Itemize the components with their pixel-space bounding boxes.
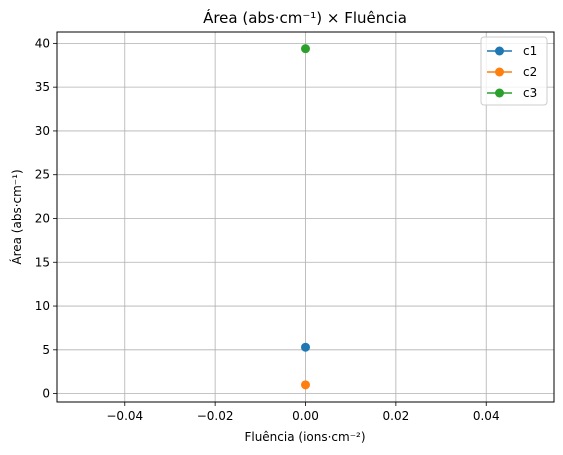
y-tick-label: 30 bbox=[35, 124, 50, 138]
x-tick-label: −0.04 bbox=[106, 409, 143, 423]
legend-marker bbox=[495, 88, 504, 98]
series-layer bbox=[301, 44, 310, 390]
data-point-c2 bbox=[301, 380, 310, 390]
y-tick-label: 5 bbox=[42, 343, 50, 357]
y-tick-label: 35 bbox=[35, 80, 50, 94]
data-point-c3 bbox=[301, 44, 310, 54]
legend-marker bbox=[495, 46, 504, 56]
legend-entry-c1: c1 bbox=[487, 44, 537, 58]
y-axis-label: Área (abs·cm⁻¹) bbox=[9, 169, 24, 264]
y-tick-label: 0 bbox=[42, 387, 50, 401]
x-tick-label: 0.00 bbox=[292, 409, 319, 423]
x-tick-label: −0.02 bbox=[197, 409, 234, 423]
legend-label: c1 bbox=[523, 44, 537, 58]
y-tick-label: 20 bbox=[35, 211, 50, 225]
legend-entry-c3: c3 bbox=[487, 86, 537, 100]
x-axis-label: Fluência (ions·cm⁻²) bbox=[244, 430, 365, 444]
y-tick-label: 25 bbox=[35, 168, 50, 182]
y-tick-label: 15 bbox=[35, 255, 50, 269]
legend: c1 c2 c3 bbox=[480, 36, 548, 106]
y-tick-label: 40 bbox=[35, 36, 50, 50]
x-tick-label: 0.04 bbox=[473, 409, 500, 423]
legend-marker bbox=[495, 67, 504, 77]
y-tick-label: 10 bbox=[35, 299, 50, 313]
grid bbox=[57, 32, 554, 402]
series-c2 bbox=[301, 380, 310, 390]
legend-label: c2 bbox=[523, 65, 537, 79]
legend-label: c3 bbox=[523, 86, 537, 100]
legend-entry-c2: c2 bbox=[487, 65, 537, 79]
axis-ticks: −0.04 −0.02 0.00 0.02 0.04 0 5 10 15 20 25 30 35 40 bbox=[35, 36, 500, 423]
legend-entries: c1 c2 c3 bbox=[487, 44, 537, 100]
data-point-c1 bbox=[301, 342, 310, 352]
chart-title: Área (abs·cm⁻¹) × Fluência bbox=[203, 8, 407, 27]
x-tick-label: 0.02 bbox=[383, 409, 410, 423]
series-c3 bbox=[301, 44, 310, 54]
series-c1 bbox=[301, 342, 310, 352]
